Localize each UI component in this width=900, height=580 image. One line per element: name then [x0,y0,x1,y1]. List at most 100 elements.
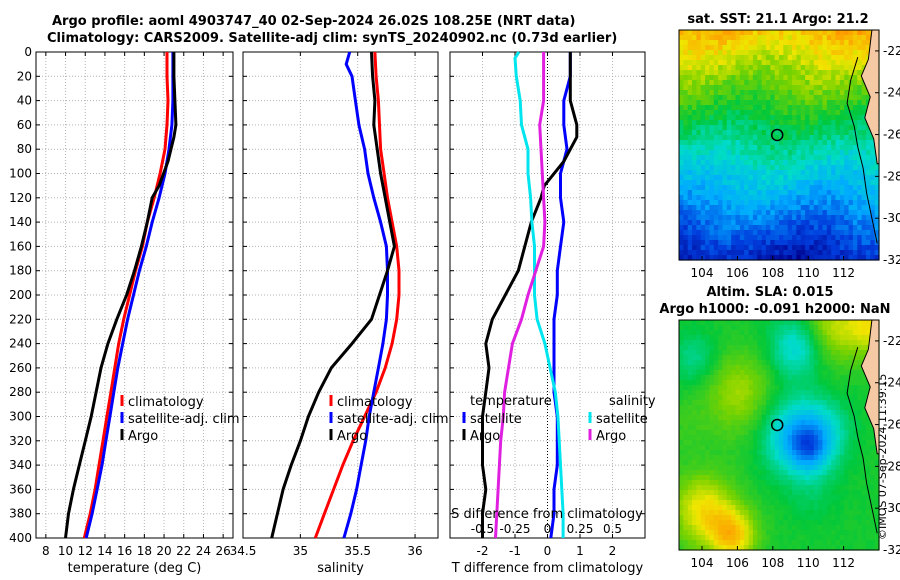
sla_map-cell [831,405,837,411]
sst_map-cell [722,195,728,201]
sla_map-cell [679,445,684,451]
sst_map-cell [709,145,715,151]
sla_map-cell [709,410,715,416]
sla_map-cell [765,530,771,536]
sla_map-cell [792,345,797,351]
sla_map-cell [813,470,819,476]
sst_map-cell [839,45,845,51]
sla_map-cell [796,465,802,471]
sst_map-cell [774,220,780,226]
sla_map-cell [748,340,754,346]
sla_map-cell [709,535,715,541]
sst_map-cell [848,70,854,76]
sla_map-cell [818,520,824,526]
sst_map-cell [813,100,819,106]
sla_map-cell [809,355,815,361]
sla_map-cell [826,375,832,381]
sst_map-cell [683,200,689,206]
sst_map-cell [809,100,815,106]
sla_map-cell [831,325,837,331]
sla_map-cell [783,335,789,341]
sla_map-cell [683,410,689,416]
sla_map-cell [822,515,828,521]
sla_map-cell [844,370,850,376]
sst_map-cell [848,240,854,246]
sla_map-cell [813,365,819,371]
sst_map-cell [852,255,858,261]
sst_map-cell [848,65,854,71]
sst_map-cell [852,70,858,76]
sla_map-cell [757,430,763,436]
sst_map-cell [774,160,780,166]
sla_map-cell [722,505,728,511]
sla_map-cell [770,320,776,326]
sla_map-cell [865,515,871,521]
sla_map-cell [826,340,832,346]
sla_map-cell [709,475,715,481]
salinity-difference-axis-label: S difference from climatology [451,507,643,522]
sst_map-cell [761,60,767,66]
sla_map-cell [835,350,841,356]
sla_map-cell [826,365,832,371]
sst_map-cell [713,195,719,201]
sst_map-cell [861,205,867,211]
sla_map-cell [705,415,711,421]
sla_map-cell [765,445,771,451]
sst_map-cell [705,215,711,221]
sla_map-cell [792,330,797,336]
sst_map-cell [748,150,754,156]
sla_map-cell [744,470,750,476]
sst_map-cell [705,205,711,211]
sst_map-cell [722,90,728,96]
sst_map-cell [805,100,811,106]
sst_map-cell [861,160,867,166]
sla_map-cell [726,490,732,496]
sla_map-cell [813,475,819,481]
sla_map-cell [774,340,780,346]
sst_map-cell [692,35,697,41]
sst_map-cell [744,115,750,121]
sst_map-cell [718,235,724,241]
sst_map-cell [870,200,876,206]
sla_map-cell [852,520,858,526]
sst_map-cell [831,110,837,116]
sla_map-cell [739,440,745,446]
sst_map-cell [861,215,867,221]
sst_map-cell [787,255,793,261]
sla_map-cell [805,495,811,501]
sla_map-cell [870,470,876,476]
sla_map-cell [839,455,845,461]
sst_map-cell [692,220,697,226]
sst_map-cell [761,235,767,241]
sla_map-cell [765,495,771,501]
sst_map-cell [696,120,702,126]
sla_map-cell [713,495,719,501]
sst_map-cell [752,240,758,246]
sla_map-cell [696,370,702,376]
sla_map-cell [752,420,758,426]
sst_map-cell [796,75,802,81]
sla_map-cell [835,390,841,396]
sst_map-cell [752,220,758,226]
sst_map-cell [835,210,841,216]
sst_map-cell [826,120,832,126]
sst_map-cell [826,245,832,251]
sla_map-cell [774,410,780,416]
sst_map-cell [696,100,702,106]
sla_map-cell [861,430,867,436]
sla_map-cell [748,380,754,386]
sst_map-cell [844,135,850,141]
sla_map-cell [865,475,871,481]
sla_map-cell [713,490,719,496]
sst_map-cell [713,75,719,81]
sla_map-cell [705,430,711,436]
sst_map-cell [700,250,706,256]
sla_map-cell [796,385,802,391]
sla_map-cell [735,380,741,386]
sla_map-cell [705,485,711,491]
sla_map-cell [835,515,841,521]
sla_map-cell [874,520,880,526]
sla_map-cell [770,510,776,516]
sla_map-cell [818,425,824,431]
sst_map-cell [726,120,732,126]
